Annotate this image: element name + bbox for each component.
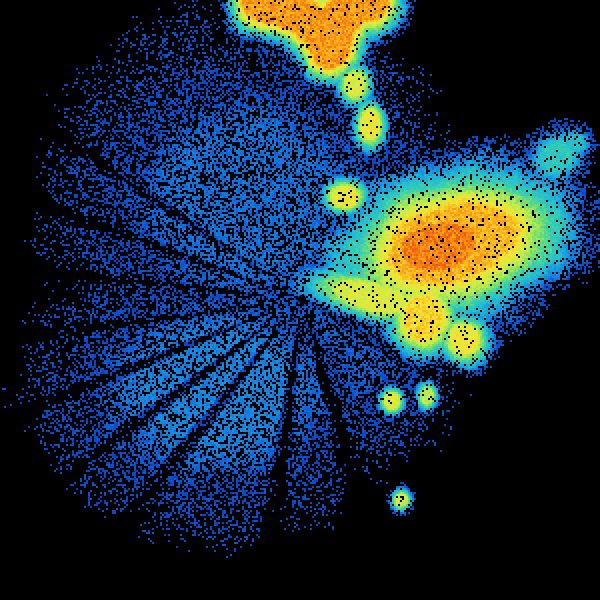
radar-image-viewport: Weather Radar Reflectivity Scan dBZ rada… <box>0 0 600 600</box>
radar-reflectivity-canvas <box>0 0 600 600</box>
